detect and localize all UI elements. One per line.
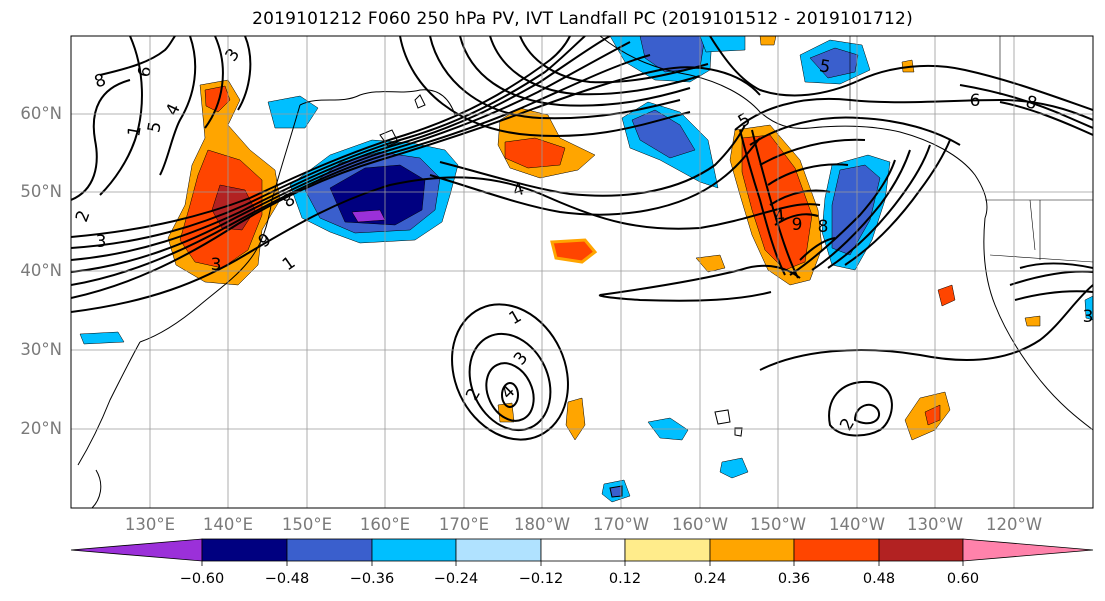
- negative-anomaly-kamchatka-core: [329, 164, 426, 226]
- colorbar-tick-label: 0.36: [777, 571, 811, 587]
- positive-anomaly-small-7: [759, 36, 777, 46]
- lon-label-180w: 180°W: [513, 515, 571, 534]
- contour-label: 3: [211, 255, 222, 275]
- colorbar-tick-label: −0.12: [518, 571, 564, 587]
- colorbar-tick-label: −0.24: [433, 571, 479, 587]
- lon-label-130w: 130°W: [906, 515, 964, 534]
- contour-label: 4: [511, 179, 527, 201]
- lat-label-50n: 50°N: [20, 182, 62, 201]
- lon-label-120w: 120°W: [985, 515, 1043, 534]
- lon-label-150e: 150°E: [281, 515, 333, 534]
- contour-label: 6: [970, 91, 981, 111]
- colorbar-bin: [709, 538, 795, 562]
- lon-label-130e: 130°E: [124, 515, 176, 534]
- map-frame: [70, 35, 1094, 509]
- negative-anomaly-bering-core: [631, 109, 696, 159]
- colorbar-tick-label: 0.12: [608, 571, 642, 587]
- contour-label: 3: [96, 232, 107, 252]
- negative-anomaly-kamchatka-max: [351, 209, 386, 223]
- gridlines: [71, 36, 1093, 508]
- lat-label-20n: 20°N: [20, 419, 62, 438]
- ivt-loop-central-3: [485, 362, 535, 422]
- colorbar: [70, 538, 1094, 566]
- lon-label-160w: 160°W: [671, 515, 729, 534]
- negative-anomaly-gulf-alaska-core: [831, 164, 881, 256]
- lon-label-140e: 140°E: [202, 515, 254, 534]
- boundaries: [849, 36, 1093, 263]
- contour-label: 4: [773, 207, 786, 228]
- colorbar-tick-label: 0.48: [862, 571, 896, 587]
- lon-label-170w: 170°W: [592, 515, 650, 534]
- colorbar-bin: [793, 538, 880, 562]
- contour-label: 8: [818, 217, 829, 237]
- lon-label-160e: 160°E: [359, 515, 411, 534]
- map-title: 2019101212 F060 250 hPa PV, IVT Landfall…: [252, 9, 913, 29]
- colorbar-bin: [878, 538, 964, 562]
- lat-label-30n: 30°N: [20, 340, 62, 359]
- positive-anomaly-small-4: [565, 397, 586, 441]
- colorbar-extend-high: [962, 538, 1094, 562]
- negative-anomaly-small-6: [699, 36, 746, 53]
- colorbar-bin: [540, 538, 626, 562]
- negative-anomaly-top-right-core: [809, 47, 859, 79]
- lon-label-170e: 170°E: [438, 515, 490, 534]
- negative-anomaly-small-2: [719, 457, 749, 479]
- colorbar-bin: [286, 538, 373, 562]
- negative-anomaly-north-small: [267, 95, 319, 129]
- positive-anomaly-small-1: [550, 238, 598, 264]
- lon-label-150w: 150°W: [749, 515, 807, 534]
- contour-label: 3: [1083, 307, 1094, 327]
- lon-label-140w: 140°W: [828, 515, 886, 534]
- ivt-loop-central-2: [468, 332, 552, 432]
- ivt-loop-central-1: [451, 303, 569, 441]
- pv-shading: [79, 36, 1093, 503]
- ivt-loop-central-4: [501, 382, 519, 408]
- colorbar-bin: [455, 538, 542, 562]
- colorbar-extend-low: [70, 538, 203, 562]
- colorbar-bin: [201, 538, 288, 562]
- positive-anomaly-aleutian-core: [504, 137, 566, 169]
- positive-anomaly-small-2: [695, 254, 726, 273]
- contour-label: 5: [818, 56, 832, 78]
- colorbar-bin: [371, 538, 457, 562]
- contour-label: 1: [124, 124, 146, 138]
- contour-label: 6: [134, 64, 156, 80]
- colorbar-tick-label: −0.48: [264, 571, 310, 587]
- lat-label-40n: 40°N: [20, 261, 62, 280]
- ivt-contours: [71, 36, 1093, 441]
- positive-anomaly-small-6: [1024, 315, 1041, 327]
- positive-anomaly-gulf-alaska-core: [741, 134, 813, 271]
- colorbar-tick-label: −0.60: [179, 571, 225, 587]
- negative-anomaly-small-4: [79, 331, 125, 345]
- lat-label-60n: 60°N: [20, 104, 62, 123]
- colorbar-tick-label: −0.36: [349, 571, 395, 587]
- contour-label: 9: [792, 215, 803, 235]
- colorbar-tick-label: 0.24: [693, 571, 727, 587]
- positive-anomaly-small-3: [937, 284, 956, 307]
- contour-label: 8: [1023, 92, 1039, 114]
- colorbar-bin: [624, 538, 711, 562]
- colorbar-tick-label: 0.60: [946, 571, 980, 587]
- negative-anomaly-small-5: [1084, 295, 1093, 321]
